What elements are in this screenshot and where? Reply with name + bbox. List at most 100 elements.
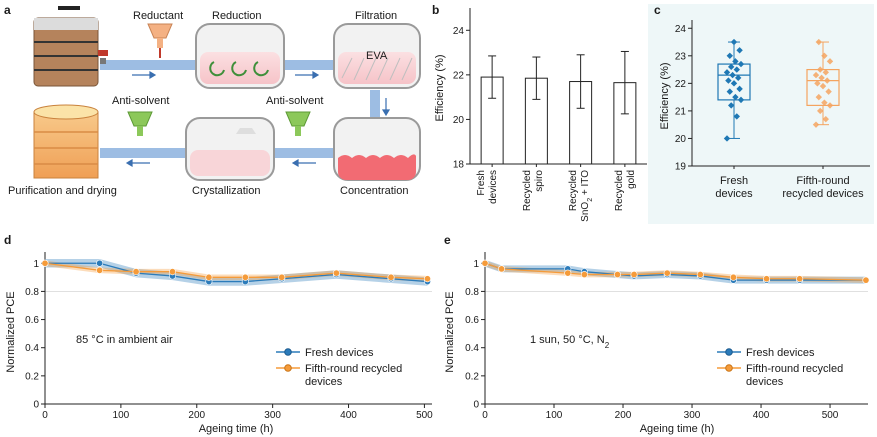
c-point-1-8 [814,80,821,87]
e-marker-1-5 [630,271,638,279]
label-reduction: Reduction [212,10,262,22]
d-marker-1-4 [205,273,213,281]
panel-d-legend: Fresh devices Fifth-round recycled devic… [276,347,402,388]
concentration-vessel-icon [333,117,421,181]
panel-label-c: c [654,3,661,17]
d-xtick-label-0: 0 [42,410,48,421]
c-point-0-4 [732,93,739,101]
panel-label-a: a [4,3,11,17]
label-filtration: Filtration [355,10,397,22]
d-marker-1-0 [41,259,49,267]
e-line-1 [484,262,866,281]
b-ytick-label-24: 24 [453,26,465,37]
d-marker-1-5 [241,273,249,281]
d-marker-1-6 [278,273,286,281]
b-cat-2-line1: Recycled [568,170,579,211]
c-point-1-14 [826,58,834,65]
c-point-0-6 [736,85,743,93]
d-marker-1-3 [168,268,176,276]
c-ytick-label-24: 24 [675,24,687,35]
panel-d-annotation: 85 °C in ambient air [76,334,173,346]
e-ytick-label-0.8: 0.8 [465,287,479,298]
d-legend-fresh-marker [284,348,292,356]
b-cat-2-line2: SnO2 + ITO [580,170,594,222]
c-point-0-15 [732,58,739,65]
label-concentration: Concentration [340,185,409,197]
d-marker-1-1 [96,266,104,274]
c-point-1-9 [824,77,831,84]
c-point-1-4 [821,99,828,106]
c-point-1-3 [826,102,834,109]
c-cat-0-line1: Fresh [720,175,748,187]
d-line-0 [45,262,428,283]
d-ytick-label-0.8: 0.8 [25,287,39,298]
e-band-1 [485,260,866,283]
panel-e-annotation: 1 sun, 50 °C, N2 [530,334,610,350]
c-box-0 [717,63,751,101]
flow-arrows [125,70,391,168]
d-ytick-label-0: 0 [33,400,39,411]
label-anti-solvent-right: Anti-solvent [266,95,323,107]
b-cat-3-line2: gold [626,170,637,189]
panel-label-b: b [432,3,439,17]
e-marker-1-11 [862,276,870,284]
panel-c-background [648,4,874,224]
c-point-0-8 [725,77,732,84]
panel-e-ylabel: Normalized PCE [444,291,456,372]
e-marker-1-8 [729,273,737,281]
d-xtick-label-200: 200 [188,410,205,421]
b-cat-3-line1: Recycled [614,170,625,211]
panel-b-ylabel: Efficiency (%) [434,54,446,121]
b-cat-0-line1: Fresh [476,170,487,196]
d-xtick-label-500: 500 [416,410,433,421]
d-legend-fresh-label: Fresh devices [305,347,374,359]
panel-c: c Efficiency (%) 19 20 21 22 23 24 Fresh devi… [648,3,874,224]
e-legend-fresh-marker [725,348,733,356]
solar-module-stack-icon [33,6,108,87]
d-xtick-label-100: 100 [113,410,130,421]
d-marker-1-2 [132,268,140,276]
e-legend-fresh-label: Fresh devices [746,347,815,359]
c-point-0-7 [730,80,738,87]
e-legend-recycled-label-1: Fifth-round recycled [746,363,843,375]
panel-d-ylabel: Normalized PCE [5,291,17,372]
d-ytick-label-0.6: 0.6 [25,315,39,326]
anti-solvent-funnel-left-icon [127,111,153,136]
b-ytick-label-18: 18 [453,160,465,171]
label-reductant: Reductant [133,10,183,22]
anti-solvent-funnel-right-icon [285,111,311,136]
panel-b: b Efficiency (%) 18 20 22 24 Fresh devices … [432,3,647,222]
c-point-0-14 [737,60,745,68]
panel-d: d Normalized PCE Ageing time (h) 0 0.2 0.4… [4,233,433,435]
d-ytick-label-0.2: 0.2 [25,371,39,382]
b-ytick-label-22: 22 [453,70,465,81]
panel-b-plot: 18 20 22 24 [453,8,647,171]
crystallization-vessel-icon [185,117,275,181]
b-cat-1-line2: spiro [534,170,545,192]
c-point-0-12 [733,66,740,73]
label-eva: EVA [366,50,388,62]
d-line-1 [44,262,428,280]
d-legend-recycled-label-1: Fifth-round recycled [305,363,402,375]
c-point-0-2 [728,102,735,109]
c-point-1-13 [817,66,824,73]
panel-b-category-labels: Fresh devices Recycled spiro Recycled Sn… [476,170,637,222]
c-point-0-17 [736,47,743,54]
e-xtick-label-100: 100 [546,410,563,421]
panel-c-plot: 19 20 21 22 23 24 [675,20,870,173]
d-ytick-label-1: 1 [33,259,39,270]
e-marker-1-7 [696,271,704,279]
label-anti-solvent-left: Anti-solvent [112,95,169,107]
b-cat-1-line1: Recycled [522,170,533,211]
c-point-1-6 [825,88,832,95]
filtration-vessel-icon [333,23,421,89]
c-point-1-5 [815,93,822,101]
e-marker-1-3 [580,271,588,279]
c-point-0-18 [730,38,738,46]
e-marker-1-9 [763,275,771,283]
c-point-1-1 [822,115,829,123]
d-band-0 [45,259,428,286]
e-xtick-label-300: 300 [684,410,701,421]
e-band-0 [485,259,866,284]
c-point-0-16 [726,52,733,60]
